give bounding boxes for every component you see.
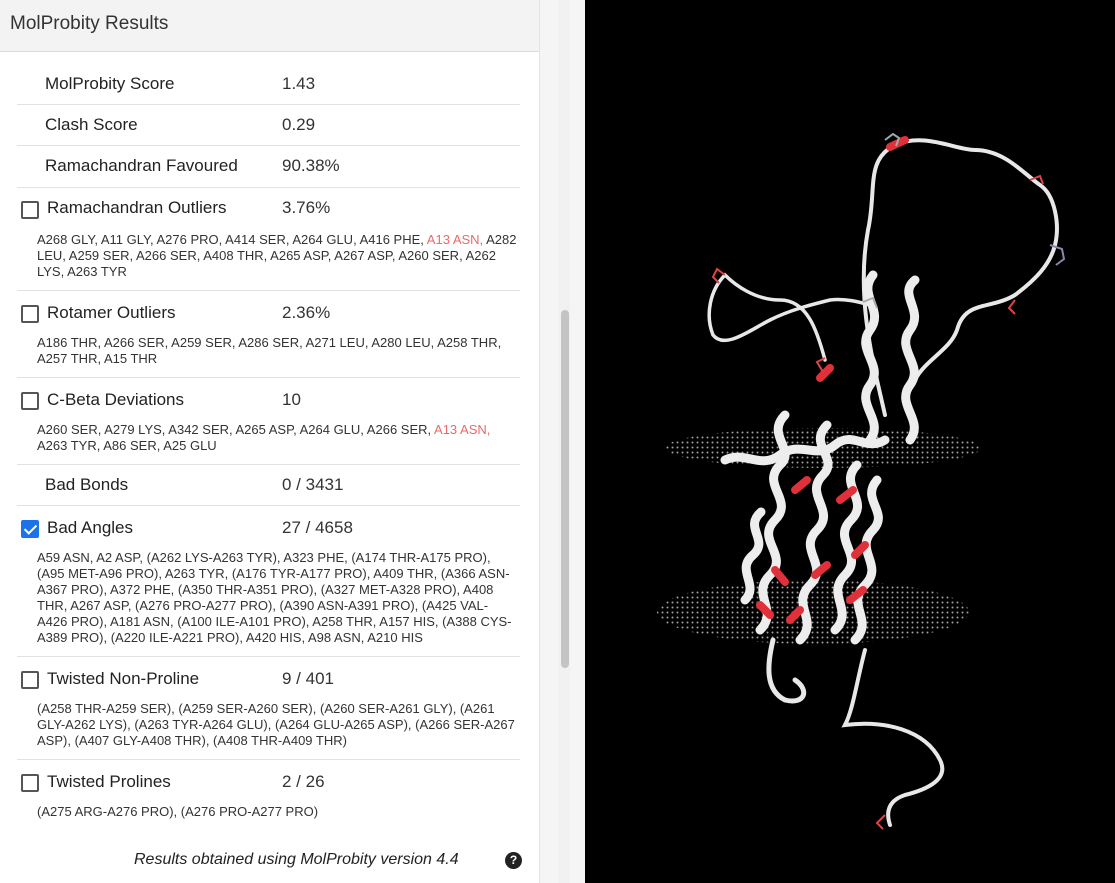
row-label: Bad Bonds <box>45 475 129 494</box>
row-value: 1.43 <box>282 74 316 93</box>
outlier-highlights <box>756 136 909 624</box>
side-chains <box>711 132 1066 830</box>
bad-angles-checkbox[interactable] <box>21 520 39 538</box>
ramachandran-outliers-checkbox[interactable] <box>21 201 39 219</box>
row-value: 2 / 26 <box>282 772 325 791</box>
details-text: A260 SER, A279 LYS, A342 SER, A265 ASP, … <box>37 422 435 437</box>
scrollbar-thumb[interactable] <box>561 310 569 668</box>
twisted-non-proline-checkbox[interactable] <box>21 671 39 689</box>
row-details: A186 THR, A266 SER, A259 SER, A286 SER, … <box>37 335 502 366</box>
row-clash-score: Clash Score 0.29 <box>17 105 520 146</box>
molprobity-panel: MolProbity Results MolProbity Score 1.43… <box>0 0 540 883</box>
row-details: A268 GLY, A11 GLY, A276 PRO, A414 SER, A… <box>17 228 517 290</box>
row-twisted-prolines: Twisted Prolines 2 / 26 (A275 ARG-A276 P… <box>17 760 520 830</box>
details-text: A263 TYR, A86 SER, A25 GLU <box>37 438 217 453</box>
row-value: 10 <box>282 390 301 409</box>
row-ramachandran-favoured: Ramachandran Favoured 90.38% <box>17 146 520 188</box>
c-beta-deviations-checkbox[interactable] <box>21 392 39 410</box>
row-molprobity-score: MolProbity Score 1.43 <box>17 64 520 105</box>
panel-title: MolProbity Results <box>0 0 539 52</box>
row-details: (A258 THR-A259 SER), (A259 SER-A260 SER)… <box>37 701 515 748</box>
details-flagged-residue: A13 ASN, <box>434 422 491 437</box>
row-label: Ramachandran Outliers <box>47 198 227 217</box>
help-icon[interactable]: ? <box>505 852 522 869</box>
results-list: MolProbity Score 1.43 Clash Score 0.29 R… <box>17 64 520 830</box>
row-c-beta-deviations: C-Beta Deviations 10 A260 SER, A279 LYS,… <box>17 378 520 465</box>
structure-viewer[interactable] <box>585 0 1115 883</box>
row-value: 0 / 3431 <box>282 475 344 494</box>
row-ramachandran-outliers: Ramachandran Outliers 3.76% A268 GLY, A1… <box>17 188 520 291</box>
ribbon-loops <box>707 138 1059 827</box>
row-details: A260 SER, A279 LYS, A342 SER, A265 ASP, … <box>17 422 517 464</box>
rotamer-outliers-checkbox[interactable] <box>21 305 39 323</box>
row-bad-bonds: Bad Bonds 0 / 3431 <box>17 465 520 506</box>
row-label: Clash Score <box>45 115 138 134</box>
row-label: MolProbity Score <box>45 74 175 93</box>
protein-structure-icon <box>585 0 1115 883</box>
row-rotamer-outliers: Rotamer Outliers 2.36% A186 THR, A266 SE… <box>17 291 520 378</box>
row-bad-angles: Bad Angles 27 / 4658 A59 ASN, A2 ASP, (A… <box>17 506 520 657</box>
row-value: 0.29 <box>282 115 316 134</box>
details-flagged-residue: A13 ASN, <box>426 232 484 247</box>
twisted-prolines-checkbox[interactable] <box>21 774 39 792</box>
row-label: Bad Angles <box>47 518 134 537</box>
row-details: A59 ASN, A2 ASP, (A262 LYS-A263 TYR), A3… <box>37 550 512 645</box>
row-value: 3.76% <box>282 198 331 217</box>
row-value: 90.38% <box>282 156 340 175</box>
row-label: C-Beta Deviations <box>47 390 185 409</box>
row-label: Ramachandran Favoured <box>45 156 238 175</box>
row-label: Rotamer Outliers <box>47 303 176 322</box>
row-details: (A275 ARG-A276 PRO), (A276 PRO-A277 PRO) <box>37 804 319 819</box>
details-text: A282 LEU, A259 SER, A266 SER, A408 THR, … <box>37 232 517 279</box>
row-label: Twisted Non-Proline <box>47 669 200 688</box>
membrane-plane-lower <box>657 580 969 644</box>
details-text: A268 GLY, A11 GLY, A276 PRO, A414 SER, A… <box>37 232 427 247</box>
version-footer: Results obtained using MolProbity versio… <box>134 851 459 868</box>
row-label: Twisted Prolines <box>47 772 171 791</box>
row-twisted-non-proline: Twisted Non-Proline 9 / 401 (A258 THR-A2… <box>17 657 520 760</box>
row-value: 2.36% <box>282 303 331 322</box>
row-value: 27 / 4658 <box>282 518 353 537</box>
row-value: 9 / 401 <box>282 669 334 688</box>
